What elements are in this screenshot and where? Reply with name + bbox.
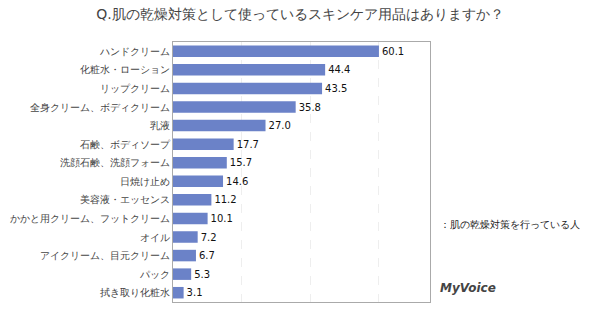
svg-text:5.3: 5.3 [194,269,210,280]
svg-text:10.1: 10.1 [211,213,233,224]
svg-text:7.2: 7.2 [201,232,217,243]
svg-text:14.6: 14.6 [226,176,248,187]
svg-text:石鹸、ボディソープ: 石鹸、ボディソープ [80,139,171,150]
svg-text:日焼け止め: 日焼け止め [120,176,170,187]
svg-text:全身クリーム、ボディクリーム: 全身クリーム、ボディクリーム [30,102,170,113]
svg-text:15.7: 15.7 [230,157,252,168]
svg-text:美容液・エッセンス: 美容液・エッセンス [80,194,170,205]
svg-text:アイクリーム、目元クリーム: アイクリーム、目元クリーム [40,250,170,261]
svg-text:27.0: 27.0 [269,120,291,131]
svg-text:洗顔石鹸、洗顔フォーム: 洗顔石鹸、洗顔フォーム [60,157,170,168]
svg-text:：肌の乾燥対策を行っている人: ：肌の乾燥対策を行っている人 [440,219,580,230]
svg-text:Q.肌の乾燥対策として使っているスキンケア用品はありますか？: Q.肌の乾燥対策として使っているスキンケア用品はありますか？ [96,6,503,22]
svg-text:17.7: 17.7 [237,139,259,150]
svg-text:MyVoice: MyVoice [440,281,496,295]
svg-text:3.1: 3.1 [187,287,203,298]
svg-text:パック: パック [139,269,170,280]
svg-text:11.2: 11.2 [214,194,236,205]
svg-text:オイル: オイル [140,232,170,243]
svg-text:拭き取り化粧水: 拭き取り化粧水 [100,287,170,298]
svg-text:44.4: 44.4 [328,64,350,75]
svg-text:かかと用クリーム、フットクリーム: かかと用クリーム、フットクリーム [10,213,170,224]
svg-text:ハンドクリーム: ハンドクリーム [99,46,170,57]
svg-text:6.7: 6.7 [199,250,215,261]
svg-text:乳液: 乳液 [150,120,170,131]
svg-text:43.5: 43.5 [325,83,347,94]
svg-text:リップクリーム: リップクリーム [100,83,170,94]
svg-text:35.8: 35.8 [299,102,321,113]
svg-text:60.1: 60.1 [382,46,404,57]
svg-text:化粧水・ローション: 化粧水・ローション [80,64,170,75]
